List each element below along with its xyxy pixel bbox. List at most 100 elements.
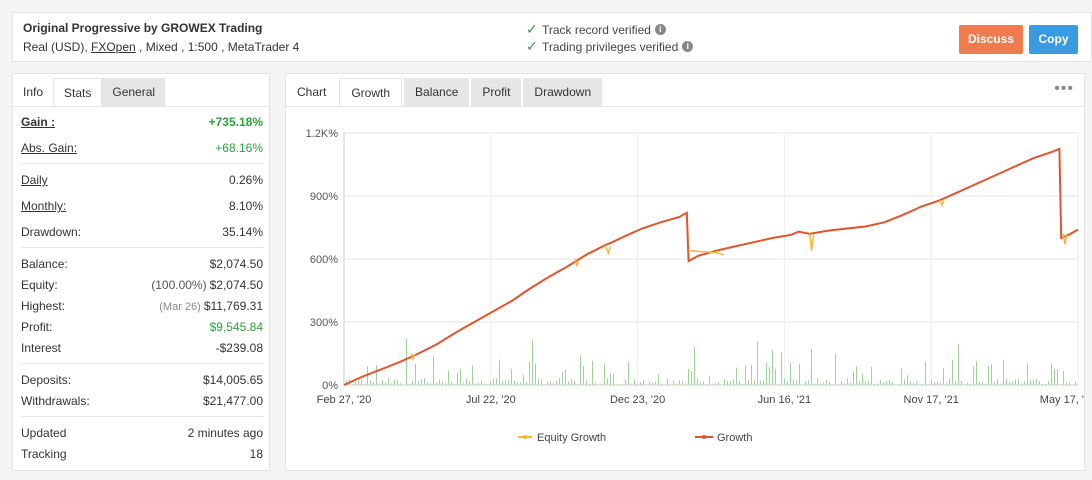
volume-bar — [550, 381, 551, 385]
volume-bar — [883, 382, 884, 385]
tab-stats[interactable]: Stats — [53, 78, 103, 107]
volume-bar — [604, 364, 605, 385]
volume-bar — [640, 382, 641, 385]
volume-bar — [766, 362, 767, 385]
stat-balance: Balance: $2,074.50 — [21, 254, 263, 275]
stat-profit: Profit: $9,545.84 — [21, 317, 263, 338]
volume-bar — [637, 384, 638, 385]
volume-bar — [415, 363, 416, 385]
volume-bar — [346, 380, 347, 385]
volume-bar — [691, 370, 692, 385]
profit-value: $9,545.84 — [209, 320, 263, 334]
more-options-icon[interactable]: ••• — [1054, 80, 1074, 97]
y-tick-label: 0% — [322, 380, 338, 392]
volume-bar — [787, 381, 788, 385]
volume-bar — [811, 348, 812, 385]
volume-bar — [436, 382, 437, 385]
volume-bar — [844, 383, 845, 385]
x-tick-label: Dec 23, '20 — [610, 394, 665, 406]
volume-bar — [1033, 379, 1034, 385]
abs-gain-label[interactable]: Abs. Gain: — [21, 141, 78, 155]
volume-bar — [982, 381, 983, 385]
volume-bar — [829, 381, 830, 385]
equity-value: (100.00%) $2,074.50 — [151, 275, 263, 296]
tab-growth[interactable]: Growth — [339, 78, 403, 107]
volume-bar — [937, 381, 938, 385]
volume-bar — [823, 382, 824, 385]
info-icon[interactable]: i — [654, 24, 666, 35]
volume-bar — [739, 380, 740, 385]
volume-bar — [478, 382, 479, 385]
tab-info[interactable]: Info — [13, 78, 54, 107]
volume-bar — [466, 378, 467, 385]
tabs-divider — [286, 106, 1084, 107]
volume-bar — [655, 382, 656, 385]
volume-bar — [877, 383, 878, 385]
volume-bar — [580, 355, 581, 385]
equity-pct: (100.00%) — [151, 278, 207, 292]
volume-bar — [469, 380, 470, 385]
volume-bar — [532, 340, 533, 385]
volume-bar — [724, 378, 725, 385]
volume-bar — [484, 384, 485, 385]
volume-bar — [742, 383, 743, 385]
stats-panel: Info Stats General Gain : +735.18% Abs. … — [12, 73, 270, 471]
gain-label[interactable]: Gain : — [21, 115, 56, 129]
volume-bar — [880, 380, 881, 385]
copy-button[interactable]: Copy — [1029, 25, 1078, 54]
volume-bar — [991, 364, 992, 385]
volume-bar — [976, 361, 977, 385]
volume-bar — [517, 382, 518, 385]
volume-bar — [448, 370, 449, 385]
info-icon[interactable]: i — [682, 41, 694, 52]
volume-bar — [709, 375, 710, 385]
volume-bar — [781, 352, 782, 385]
stat-deposits: Deposits: $14,005.65 — [21, 370, 263, 391]
tab-drawdown[interactable]: Drawdown — [523, 78, 603, 106]
volume-bar — [1012, 381, 1013, 385]
volume-bar — [964, 384, 965, 385]
volume-bar — [457, 372, 458, 385]
volume-bar — [418, 380, 419, 385]
tab-balance[interactable]: Balance — [404, 78, 470, 106]
volume-bar — [538, 378, 539, 385]
abs-gain-value: +68.16% — [215, 141, 263, 155]
tab-chart[interactable]: Chart — [286, 78, 338, 106]
volume-bar — [700, 382, 701, 385]
volume-bar — [859, 381, 860, 385]
volume-bar — [355, 382, 356, 385]
volume-bar — [589, 383, 590, 385]
broker-link[interactable]: FXOpen — [91, 40, 136, 54]
volume-bar — [1006, 378, 1007, 385]
deposits-value: $14,005.65 — [202, 373, 263, 387]
track-record-text: Track record verified — [542, 22, 651, 37]
volume-bar — [925, 361, 926, 385]
highest-label: Highest: — [21, 299, 66, 313]
volume-bar — [1054, 368, 1055, 385]
volume-bar — [958, 344, 959, 385]
volume-bar — [514, 380, 515, 385]
daily-label[interactable]: Daily — [21, 173, 48, 187]
volume-bar — [586, 380, 587, 385]
volume-bar — [931, 379, 932, 385]
x-tick-label: May 17, '22 — [1040, 394, 1084, 406]
monthly-label[interactable]: Monthly: — [21, 199, 67, 213]
volume-bar — [397, 380, 398, 385]
volume-bar — [760, 380, 761, 385]
volume-bar — [946, 382, 947, 385]
system-title: Original Progressive by GROWEX Trading — [23, 21, 263, 35]
withdrawals-label: Withdrawals: — [21, 394, 90, 408]
tab-profit[interactable]: Profit — [471, 78, 522, 106]
volume-bar — [718, 381, 719, 385]
tracking-label: Tracking — [21, 447, 67, 461]
tab-general[interactable]: General — [102, 78, 166, 106]
equity-series-line — [604, 244, 612, 256]
volume-bar — [748, 380, 749, 385]
discuss-button[interactable]: Discuss — [959, 25, 1023, 54]
equity-amount: $2,074.50 — [209, 278, 263, 292]
volume-bar — [1060, 384, 1061, 385]
volume-bar — [496, 378, 497, 385]
volume-bar — [682, 380, 683, 385]
volume-bar — [871, 366, 872, 385]
volume-bar — [421, 379, 422, 385]
